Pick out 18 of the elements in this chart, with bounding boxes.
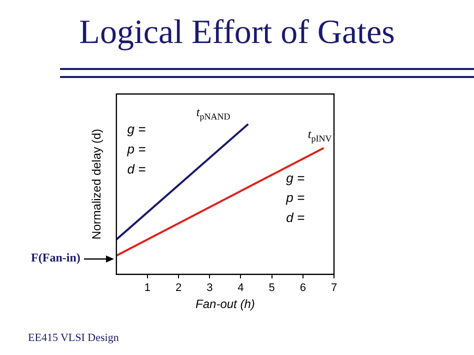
annotation: p = bbox=[126, 142, 146, 157]
annotation: g = bbox=[127, 122, 146, 137]
x-tick-label: 1 bbox=[144, 282, 151, 294]
x-tick-label: 5 bbox=[268, 282, 275, 294]
annotation: d = bbox=[127, 161, 146, 176]
x-tick-label: 4 bbox=[238, 282, 244, 294]
annotation: d = bbox=[286, 210, 305, 226]
annotation: F(Fan-in) bbox=[31, 250, 80, 265]
y-axis-title: Normalized delay (d) bbox=[90, 128, 104, 240]
x-tick-label: 3 bbox=[206, 282, 213, 294]
x-tick-label: 6 bbox=[300, 282, 306, 294]
chart-title: Logical Effort of Gates bbox=[78, 14, 396, 52]
x-tick-label: 2 bbox=[176, 282, 182, 294]
annotation: g = bbox=[286, 170, 305, 186]
text: EE415 VLSI Design bbox=[28, 332, 119, 344]
x-axis-title: Fan-out (h) bbox=[196, 297, 255, 312]
annotation: p = bbox=[285, 190, 305, 206]
x-tick-label: 7 bbox=[330, 282, 338, 294]
